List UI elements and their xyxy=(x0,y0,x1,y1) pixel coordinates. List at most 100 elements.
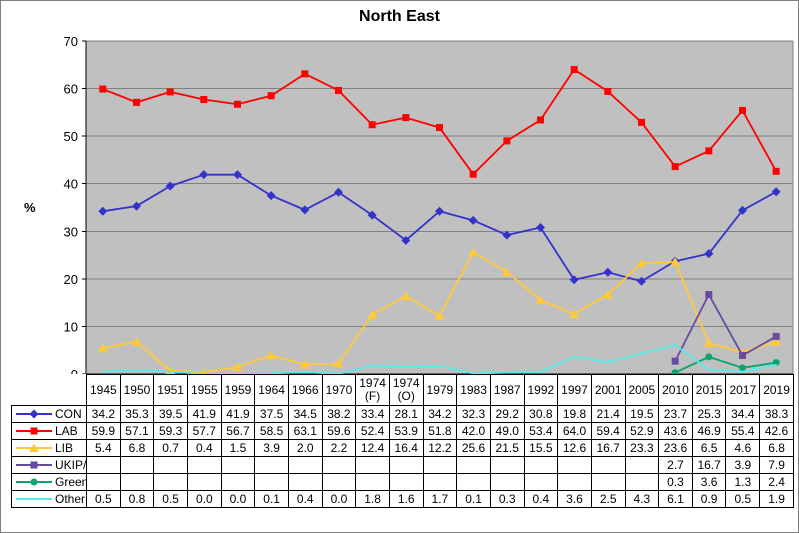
table-cell: 1.8 xyxy=(355,490,390,508)
year-header-cell: 1979 xyxy=(422,374,458,406)
y-axis-tick-label: 50 xyxy=(64,129,78,144)
table-cell xyxy=(388,456,424,474)
lib-marker xyxy=(501,267,512,276)
lab-marker xyxy=(772,167,780,175)
table-cell: 0.5 xyxy=(86,490,121,508)
table-cell: 1.7 xyxy=(422,490,458,508)
con-marker xyxy=(401,235,411,245)
table-cell: 0.1 xyxy=(456,490,491,508)
table-cell: 41.9 xyxy=(220,405,256,423)
lab-marker xyxy=(705,147,713,155)
table-cell: 29.2 xyxy=(489,405,525,423)
lib-marker xyxy=(670,257,681,266)
legend-label-con: CON xyxy=(55,406,82,421)
con-marker xyxy=(738,205,747,215)
year-header-cell: 1945 xyxy=(86,374,121,406)
table-cell xyxy=(186,473,222,491)
table-cell: 1.3 xyxy=(725,473,761,491)
lab-marker xyxy=(99,85,107,93)
table-cell: 25.3 xyxy=(691,405,727,423)
table-cell: 7.9 xyxy=(759,456,794,474)
series-green xyxy=(671,353,780,377)
green-legend-marker xyxy=(30,478,38,486)
table-cell: 0.8 xyxy=(119,490,155,508)
table-cell: 3.9 xyxy=(254,439,289,457)
table-cell xyxy=(119,456,155,474)
con-marker xyxy=(300,205,310,215)
table-cell xyxy=(590,473,626,491)
series-con xyxy=(98,170,781,286)
lib-legend-key-icon xyxy=(16,443,52,452)
year-header-cell: 2019 xyxy=(759,374,794,406)
table-cell: 25.6 xyxy=(456,439,491,457)
legend-cell-lab: LAB xyxy=(11,422,87,440)
lab-marker xyxy=(200,96,208,104)
table-cell: 43.6 xyxy=(658,422,693,440)
lib-marker xyxy=(636,258,647,268)
table-cell: 30.8 xyxy=(523,405,559,423)
lab-marker xyxy=(267,92,275,100)
legend-cell-other: Other xyxy=(11,490,87,508)
lib-marker xyxy=(266,350,277,360)
lib-legend-marker xyxy=(29,443,39,452)
lab-marker xyxy=(166,88,174,96)
table-cell: 23.7 xyxy=(658,405,693,423)
table-cell: 1.9 xyxy=(759,490,794,508)
table-cell: 12.6 xyxy=(557,439,592,457)
table-cell xyxy=(119,473,155,491)
table-cell: 57.7 xyxy=(186,422,222,440)
ukip-br-marker xyxy=(671,357,679,365)
table-cell xyxy=(254,456,289,474)
year-header-cell: 1951 xyxy=(153,374,188,406)
table-cell: 38.3 xyxy=(759,405,794,423)
con-marker xyxy=(266,191,276,201)
y-axis-tick-label: 10 xyxy=(64,319,78,334)
legend-label-ukip-br: UKIP/Br xyxy=(55,457,87,472)
table-cell: 33.4 xyxy=(355,405,390,423)
con-marker xyxy=(233,170,242,180)
y-axis-tick-label: 40 xyxy=(64,177,78,192)
lab-marker xyxy=(604,87,612,95)
table-cell: 3.6 xyxy=(691,473,727,491)
table-cell xyxy=(287,473,323,491)
table-cell: 59.3 xyxy=(153,422,188,440)
table-cell: 52.4 xyxy=(355,422,390,440)
table-cell xyxy=(456,473,491,491)
table-cell: 2.5 xyxy=(590,490,626,508)
table-cell: 52.9 xyxy=(624,422,660,440)
table-cell: 0.4 xyxy=(523,490,559,508)
green-marker xyxy=(772,359,780,367)
lib-marker xyxy=(569,309,580,319)
year-header-cell: 2001 xyxy=(590,374,626,406)
table-cell: 63.1 xyxy=(287,422,323,440)
table-cell: 19.5 xyxy=(624,405,660,423)
table-cell xyxy=(153,473,188,491)
lab-marker xyxy=(234,100,241,108)
year-header-cell: 1974 (O) xyxy=(388,374,424,406)
table-cell xyxy=(557,473,592,491)
table-cell: 12.4 xyxy=(355,439,390,457)
table-cell xyxy=(86,456,121,474)
year-header-cell: 2017 xyxy=(725,374,761,406)
table-cell: 34.2 xyxy=(422,405,458,423)
table-cell: 6.5 xyxy=(691,439,727,457)
table-cell: 2.2 xyxy=(321,439,357,457)
table-cell: 51.8 xyxy=(422,422,458,440)
legend-label-green: Green xyxy=(55,474,87,489)
table-cell: 42.6 xyxy=(759,422,794,440)
series-ukip-br xyxy=(671,291,780,365)
table-cell xyxy=(254,473,289,491)
table-cell: 2.0 xyxy=(287,439,323,457)
year-header-cell: 2010 xyxy=(658,374,693,406)
table-cell: 0.5 xyxy=(725,490,761,508)
table-cell: 59.4 xyxy=(590,422,626,440)
ukip-br-legend-marker xyxy=(30,461,38,469)
table-cell: 34.2 xyxy=(86,405,121,423)
table-cell: 15.5 xyxy=(523,439,559,457)
table-cell: 0.7 xyxy=(153,439,188,457)
table-cell: 0.5 xyxy=(153,490,188,508)
ukip-br-legend-key-icon xyxy=(16,461,52,469)
lab-marker xyxy=(301,70,309,78)
table-cell xyxy=(422,473,458,491)
year-header-cell: 2015 xyxy=(691,374,727,406)
